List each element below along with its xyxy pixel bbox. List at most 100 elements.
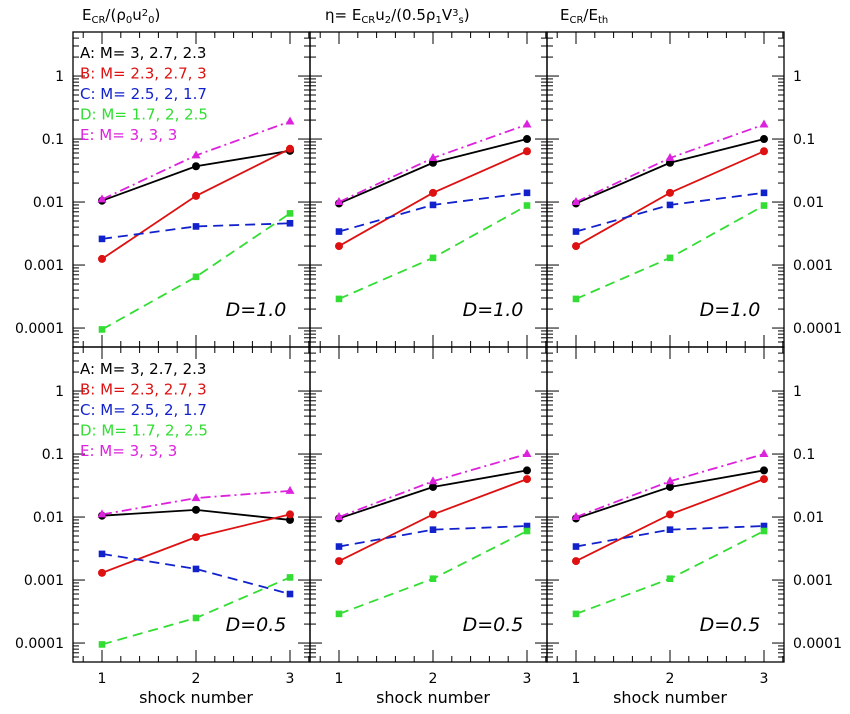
point-A bbox=[760, 135, 768, 144]
legend-entry: A: M= 3, 2.7, 2.3 bbox=[80, 44, 206, 62]
point-D bbox=[286, 210, 294, 217]
point-E bbox=[97, 194, 107, 203]
point-B bbox=[666, 510, 674, 519]
point-A bbox=[286, 515, 294, 524]
series-line-B bbox=[101, 513, 291, 574]
point-E bbox=[665, 153, 675, 161]
point-D bbox=[666, 254, 674, 262]
point-C bbox=[335, 228, 343, 235]
series-group-bottom-right bbox=[571, 449, 769, 618]
legend-entry: C: M= 2.5, 2, 1.7 bbox=[80, 85, 207, 103]
y-tick-label-right: 0.1 bbox=[793, 447, 815, 463]
point-B bbox=[286, 144, 294, 153]
series-group-bottom-middle bbox=[334, 449, 532, 618]
x-tick-label: 2 bbox=[192, 671, 201, 687]
column-title: ECR/Eth bbox=[560, 6, 608, 26]
point-D bbox=[666, 575, 674, 583]
point-D bbox=[760, 527, 768, 535]
x-tick-label: 1 bbox=[572, 671, 581, 687]
legend-entry: D: M= 1.7, 2, 2.5 bbox=[80, 106, 208, 124]
series-line-C bbox=[338, 191, 528, 233]
point-C bbox=[760, 522, 768, 530]
legend-entry: E: M= 3, 3, 3 bbox=[80, 126, 177, 144]
panel-d-label: D=1.0 bbox=[700, 299, 761, 321]
point-C bbox=[429, 526, 437, 533]
x-axis-label: shock number bbox=[613, 688, 727, 707]
series-line-B bbox=[575, 478, 765, 562]
series-group-top-right bbox=[571, 119, 769, 303]
point-A bbox=[192, 162, 200, 171]
y-tick-label-left: 0.001 bbox=[24, 258, 64, 274]
series-line-D bbox=[575, 530, 765, 615]
point-E bbox=[285, 485, 295, 494]
point-C bbox=[192, 565, 200, 573]
point-E bbox=[191, 493, 201, 502]
point-D bbox=[429, 254, 437, 262]
legend-entry: D: M= 1.7, 2, 2.5 bbox=[80, 422, 208, 440]
point-B bbox=[335, 242, 343, 251]
point-D bbox=[98, 326, 106, 333]
point-B bbox=[429, 510, 437, 519]
point-E bbox=[191, 150, 201, 159]
panel-r1-c2 bbox=[546, 346, 785, 663]
point-D bbox=[429, 575, 437, 583]
x-axis-label: shock number bbox=[376, 688, 490, 707]
point-C bbox=[286, 590, 294, 598]
y-tick-label-right: 0.01 bbox=[793, 195, 824, 211]
x-tick-label: 3 bbox=[523, 671, 532, 687]
y-tick-label-right: 0.1 bbox=[793, 132, 815, 148]
x-tick-label: 1 bbox=[98, 671, 107, 687]
point-E bbox=[334, 512, 344, 521]
point-C bbox=[666, 526, 674, 533]
point-E bbox=[759, 449, 769, 458]
point-C bbox=[98, 550, 106, 558]
point-C bbox=[572, 543, 580, 550]
y-tick-label-left: 0.01 bbox=[33, 510, 64, 526]
panels bbox=[72, 31, 785, 663]
y-tick-label-left: 0.1 bbox=[42, 132, 64, 148]
y-tick-label-right: 0.001 bbox=[793, 573, 833, 589]
point-E bbox=[759, 119, 769, 128]
point-E bbox=[334, 197, 344, 206]
point-B bbox=[523, 147, 531, 156]
point-C bbox=[286, 219, 294, 227]
legend-entry: B: M= 2.3, 2.7, 3 bbox=[80, 381, 207, 399]
panel-frame bbox=[546, 346, 785, 663]
legend-entry: B: M= 2.3, 2.7, 3 bbox=[80, 65, 207, 83]
point-B bbox=[98, 568, 106, 577]
y-tick-label-left: 0.0001 bbox=[15, 636, 64, 652]
point-C bbox=[429, 201, 437, 209]
x-tick-label: 1 bbox=[335, 671, 344, 687]
y-tick-label-left: 0.0001 bbox=[15, 321, 64, 337]
point-D bbox=[335, 610, 343, 618]
point-B bbox=[192, 191, 200, 200]
point-D bbox=[286, 574, 294, 581]
series-group-top-left bbox=[97, 116, 295, 333]
point-B bbox=[572, 557, 580, 566]
y-tick-label-right: 0.0001 bbox=[793, 636, 842, 652]
point-B bbox=[666, 188, 674, 197]
panel-d-label: D=0.5 bbox=[226, 614, 287, 636]
y-tick-label-left: 0.01 bbox=[33, 195, 64, 211]
point-C bbox=[523, 522, 531, 530]
point-C bbox=[192, 223, 200, 230]
point-D bbox=[760, 202, 768, 209]
point-E bbox=[285, 116, 295, 125]
point-A bbox=[666, 482, 674, 491]
point-D bbox=[98, 641, 106, 648]
point-B bbox=[335, 557, 343, 566]
legend-entry: A: M= 3, 2.7, 2.3 bbox=[80, 360, 206, 378]
x-tick-label: 2 bbox=[429, 671, 438, 687]
y-tick-label-right: 0.001 bbox=[793, 258, 833, 274]
y-tick-label-left: 0.001 bbox=[24, 573, 64, 589]
y-tick-label-right: 1 bbox=[793, 384, 802, 400]
point-A bbox=[760, 466, 768, 475]
y-tick-label-right: 0.0001 bbox=[793, 321, 842, 337]
point-A bbox=[523, 466, 531, 475]
panel-d-label: D=0.5 bbox=[463, 614, 524, 636]
point-D bbox=[572, 610, 580, 618]
point-C bbox=[98, 235, 106, 243]
x-axis-label: shock number bbox=[139, 688, 253, 707]
point-D bbox=[192, 273, 200, 281]
legend-entry: C: M= 2.5, 2, 1.7 bbox=[80, 401, 207, 419]
